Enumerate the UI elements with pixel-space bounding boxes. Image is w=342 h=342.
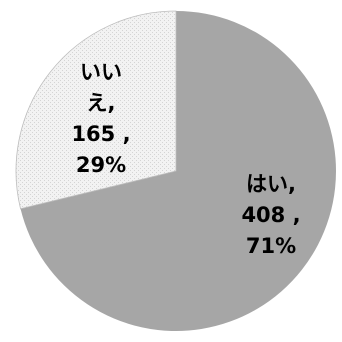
data-label-line: 165 , [71, 122, 130, 146]
pie-slice-hai [20, 11, 337, 331]
data-label-line: 71% [246, 234, 296, 258]
data-label-hai: はい, 408 , 71% [241, 172, 300, 258]
data-label-line: 29% [76, 153, 126, 177]
pie-slices [15, 10, 337, 331]
data-label-line: いい [80, 60, 122, 84]
data-label-iie: いいえ, 165 , 29% [71, 60, 130, 177]
pie-labels: はい, 408 , 71% いいえ, 165 , 29% [71, 60, 300, 258]
data-label-line: はい, [246, 172, 296, 196]
pie-slice-iie [15, 10, 177, 210]
data-label-line: え, [87, 91, 116, 115]
data-label-line: 408 , [241, 203, 300, 227]
